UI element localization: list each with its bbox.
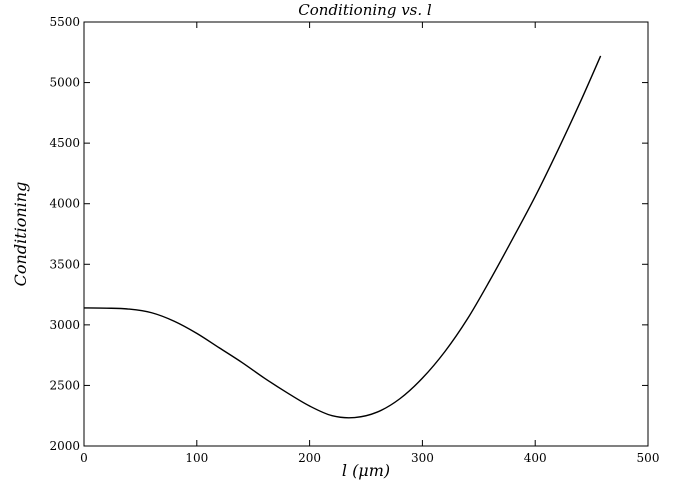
x-tick-label: 300 <box>411 451 434 465</box>
x-tick-label: 200 <box>298 451 321 465</box>
y-tick-label: 2500 <box>49 378 80 392</box>
y-tick-label: 4000 <box>49 197 80 211</box>
x-tick-label: 400 <box>524 451 547 465</box>
x-tick-label: 0 <box>80 451 88 465</box>
series-line-0 <box>83 55 602 419</box>
y-tick-label: 5000 <box>49 76 80 90</box>
y-tick-label: 3000 <box>49 318 80 332</box>
chart-title: Conditioning vs. l <box>298 1 432 19</box>
x-tick-label: 500 <box>637 451 660 465</box>
y-tick-label: 4500 <box>49 136 80 150</box>
plot-area <box>83 21 649 447</box>
y-axis-title: Conditioning <box>11 182 30 287</box>
y-axis-ticks: 2000 2500 3000 3500 4000 4500 5000 5500 <box>49 15 648 453</box>
y-tick-label: 5500 <box>49 15 80 29</box>
x-tick-label: 100 <box>185 451 208 465</box>
y-tick-label: 2000 <box>49 439 80 453</box>
x-axis-title: l (μm) <box>342 461 390 480</box>
series-layer <box>83 55 602 419</box>
x-axis-ticks: 0 100 200 300 400 500 <box>80 22 659 465</box>
y-tick-label: 3500 <box>49 257 80 271</box>
